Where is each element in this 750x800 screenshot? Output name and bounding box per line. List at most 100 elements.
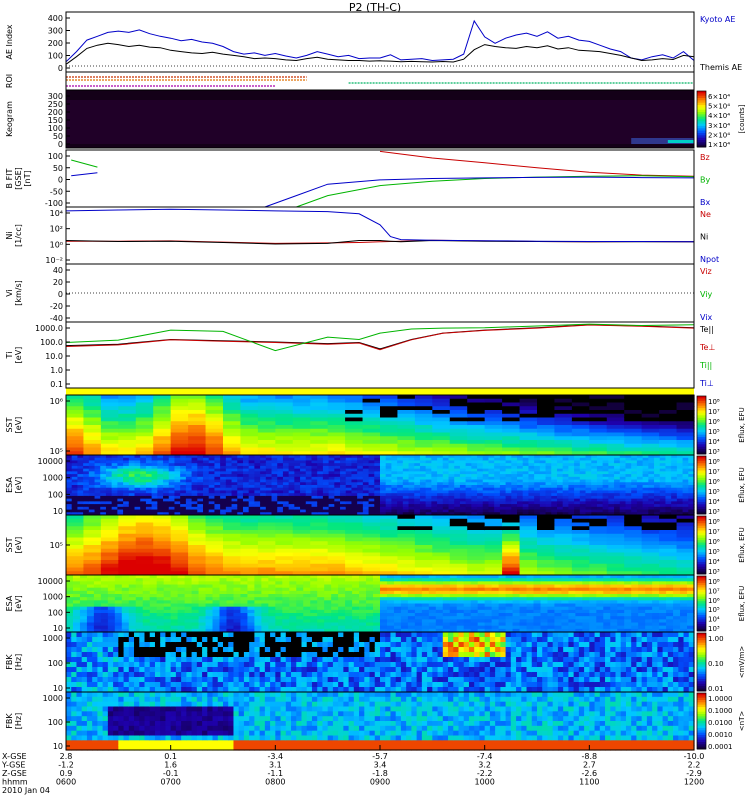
cbtick-sst_i-5: 10³ <box>708 448 720 456</box>
ytick-esa_i-2: 100 <box>48 490 63 499</box>
ytick-sst_i-0: 10⁶ <box>50 397 63 406</box>
series-line-ti-0 <box>65 324 695 350</box>
cbtick-sst_i-4: 10⁴ <box>708 438 720 446</box>
cbtick-esa_e-3: 10⁵ <box>708 606 720 614</box>
ylabel-ti-0: Ti <box>5 352 14 360</box>
cbtick-keogram-1: 5×10⁴ <box>708 103 730 111</box>
ytick-bfit-2: 0 <box>58 176 63 185</box>
legend-vi-1: Viy <box>700 290 713 299</box>
ytick-keogram-0: 300 <box>48 92 63 101</box>
ytick-bfit-0: 100 <box>48 152 63 161</box>
footer-y_gse-3: 3.4 <box>374 761 387 770</box>
cbtick-fbk_e-1: 0.10 <box>708 660 724 668</box>
cbtick-keogram-2: 4×10⁴ <box>708 112 730 120</box>
heatmap-esa_e <box>66 575 695 633</box>
panel-frame-ti <box>65 321 695 389</box>
footer-x_gse-6: -10.0 <box>684 752 705 761</box>
cbtick-sst_e-2: 10⁶ <box>708 538 720 546</box>
cbtick-esa_i-1: 10⁷ <box>708 468 720 476</box>
ylabel-vi-1: [km/s] <box>14 280 23 306</box>
footer-label-1: Y-GSE <box>1 761 25 770</box>
panel-frame-keogram <box>65 89 695 149</box>
legend-ti-3: Ti⊥ <box>699 379 714 388</box>
ylabel-esa_e-1: [eV] <box>14 595 23 612</box>
legend-vi-0: Viz <box>700 267 712 276</box>
legend-bfit-1: By <box>700 176 710 185</box>
colorbar-keogram <box>696 90 707 148</box>
cbtick-esa_i-3: 10⁵ <box>708 488 720 496</box>
ylabel-roi-0: ROI <box>5 74 14 88</box>
cbtick-fbk_e-0: 1.00 <box>708 635 724 643</box>
cbtick-keogram-0: 6×10⁴ <box>708 93 730 101</box>
footer-y_gse-1: 1.6 <box>164 761 177 770</box>
footer-z_gse-5: -2.6 <box>582 769 598 778</box>
ylabel-esa_i-0: ESA <box>5 477 14 493</box>
ytick-esa_i-3: 10 <box>53 507 63 516</box>
ytick-esa_e-0: 10000 <box>38 577 63 586</box>
cbtick-fbk_b-2: 0.0100 <box>708 719 733 727</box>
footer-x_gse-2: -3.4 <box>268 752 284 761</box>
ylabel-vi-0: Vi <box>5 289 14 297</box>
ylabel-ni-1: [1/cc] <box>14 224 23 247</box>
legend-ni-1: Ni <box>700 233 708 242</box>
series-line-ni-2 <box>65 208 695 243</box>
cbtick-sst_i-3: 10⁵ <box>708 428 720 436</box>
cbtick-esa_e-1: 10⁷ <box>708 587 720 595</box>
series-line-ae-1 <box>65 42 695 65</box>
footer-date: 2010 Jan 04 <box>2 786 50 795</box>
ytick-vi-1: 20 <box>53 278 63 287</box>
footer-hhmm-1: 0700 <box>160 778 180 787</box>
keogram-image <box>66 90 694 148</box>
footer-x_gse-4: -7.4 <box>477 752 493 761</box>
cbtick-sst_i-2: 10⁶ <box>708 418 720 426</box>
colorbar-sst_i <box>696 395 707 455</box>
ytick-ae-2: 200 <box>48 39 63 48</box>
ylabel-bfit-1: [GSE] <box>14 167 23 190</box>
footer-z_gse-4: -2.2 <box>477 769 493 778</box>
colorbar-fbk_b <box>696 692 707 750</box>
ytick-bfit-1: 50 <box>53 164 63 173</box>
cbtick-esa_e-0: 10⁸ <box>708 578 720 586</box>
heatmap-sst_i <box>66 395 695 456</box>
footer-hhmm-2: 0800 <box>265 778 285 787</box>
footer-y_gse-5: 2.7 <box>583 761 596 770</box>
footer-x_gse-3: -5.7 <box>372 752 388 761</box>
footer-hhmm-5: 1100 <box>579 778 599 787</box>
ylabel-fbk_e-1: [Hz] <box>14 654 23 670</box>
ylabel-sst_i-1: [eV] <box>14 417 23 434</box>
ytick-ni-1: 10² <box>50 225 63 234</box>
cblabel-keogram: [counts] <box>738 104 746 133</box>
footer-label-0: X-GSE <box>2 752 27 761</box>
legend-ae-1: Themis AE <box>699 63 742 72</box>
ytick-ti-0: 1000.0 <box>35 324 63 333</box>
cbtick-esa_e-2: 10⁶ <box>708 597 720 605</box>
cblabel-fbk_b: <nT> <box>738 711 746 732</box>
ytick-vi-4: -40 <box>50 314 63 323</box>
ytick-sst_i-1: 10⁵ <box>50 447 63 456</box>
legend-ni-2: Npot <box>700 255 719 264</box>
cbtick-esa_e-5: 10³ <box>708 625 720 633</box>
cbtick-esa_i-2: 10⁶ <box>708 478 720 486</box>
footer-z_gse-2: -1.1 <box>268 769 284 778</box>
cbtick-fbk_b-0: 1.0000 <box>708 695 733 703</box>
ylabel-bfit-2: [nT] <box>23 170 32 186</box>
ytick-ni-3: 10⁻² <box>45 256 63 265</box>
footer-x_gse-0: 2.8 <box>60 752 73 761</box>
cblabel-fbk_e: <mV/m> <box>738 646 746 679</box>
legend-ti-0: Te|| <box>699 325 714 334</box>
series-line-ti-1 <box>65 324 695 351</box>
ytick-keogram-4: 100 <box>48 124 63 133</box>
series-line-bfit-2 <box>71 172 695 208</box>
cbtick-fbk_b-3: 0.0010 <box>708 731 733 739</box>
ylabel-fbk_b-1: [Hz] <box>14 713 23 729</box>
cbtick-keogram-3: 3×10⁴ <box>708 122 730 130</box>
ytick-vi-2: 0 <box>58 290 63 299</box>
legend-vi-2: Vix <box>700 313 713 322</box>
footer-y_gse-4: 3.2 <box>478 761 491 770</box>
panel-frame-vi <box>65 263 695 323</box>
ytick-fbk_b-1: 100 <box>48 718 63 727</box>
heatmap-esa_i <box>66 455 695 516</box>
legend-ti-1: Te⊥ <box>699 343 715 352</box>
ylabel-bfit-0: B FIT <box>5 168 14 188</box>
